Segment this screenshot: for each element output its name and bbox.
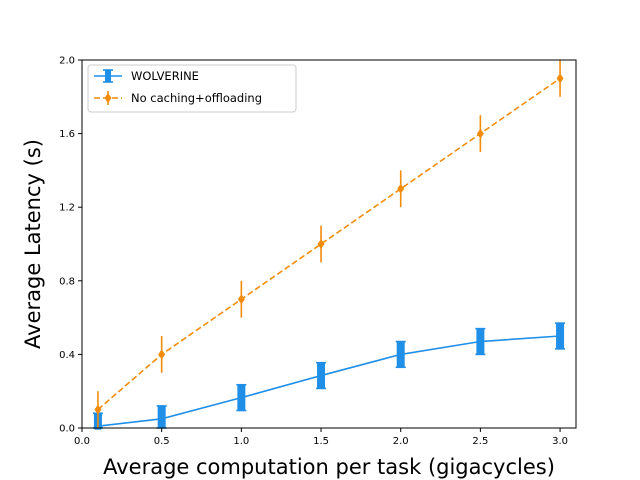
- y-axis-label: Average Latency (s): [21, 139, 45, 349]
- data-point: [237, 294, 245, 305]
- data-point: [237, 394, 245, 402]
- legend: WOLVERINE No caching+offloading: [87, 64, 297, 113]
- legend-box: [87, 64, 297, 113]
- data-point: [556, 73, 564, 84]
- y-tick-label: 0.8: [59, 276, 75, 287]
- data-point: [317, 239, 325, 249]
- series-wolverine: [92, 322, 566, 430]
- y-tick-label: 0.0: [59, 424, 75, 435]
- x-tick-label: 2.5: [472, 436, 488, 447]
- data-point: [397, 183, 405, 194]
- x-tick-label: 0.5: [154, 436, 170, 447]
- x-axis-label: Average computation per task (gigacycles…: [103, 455, 555, 479]
- plot-frame: [81, 59, 577, 429]
- x-tick-label: 0.0: [74, 436, 90, 447]
- data-point: [397, 350, 405, 358]
- data-point: [158, 415, 166, 423]
- x-tick-label: 1.0: [233, 436, 249, 447]
- data-point: [476, 338, 484, 346]
- axes: 0.0 0.5 1.0 1.5 2.0 2.5 3.0 0.0 0.4 0.8 1.2 1.6 2.0: [59, 56, 568, 448]
- data-point: [476, 128, 484, 139]
- data-point: [158, 349, 166, 360]
- y-tick-label: 1.2: [59, 203, 75, 214]
- data-point: [556, 332, 564, 340]
- data-point: [94, 404, 102, 415]
- legend-label: No caching+offloading: [131, 91, 262, 105]
- y-tick-label: 1.6: [59, 129, 75, 140]
- legend-marker: [104, 93, 112, 103]
- legend-label: WOLVERINE: [131, 69, 199, 83]
- legend-marker: [105, 70, 111, 82]
- x-tick-label: 3.0: [552, 436, 568, 447]
- plot-area: [92, 60, 566, 430]
- x-tick-label: 2.0: [393, 436, 409, 447]
- y-tick-label: 0.4: [59, 350, 75, 361]
- y-tick-label: 2.0: [59, 56, 75, 67]
- series-line: [97, 77, 561, 411]
- x-tick-label: 1.5: [313, 436, 329, 447]
- series-line: [97, 335, 561, 427]
- data-point: [317, 372, 325, 380]
- series-no-caching-offloading: [94, 60, 564, 428]
